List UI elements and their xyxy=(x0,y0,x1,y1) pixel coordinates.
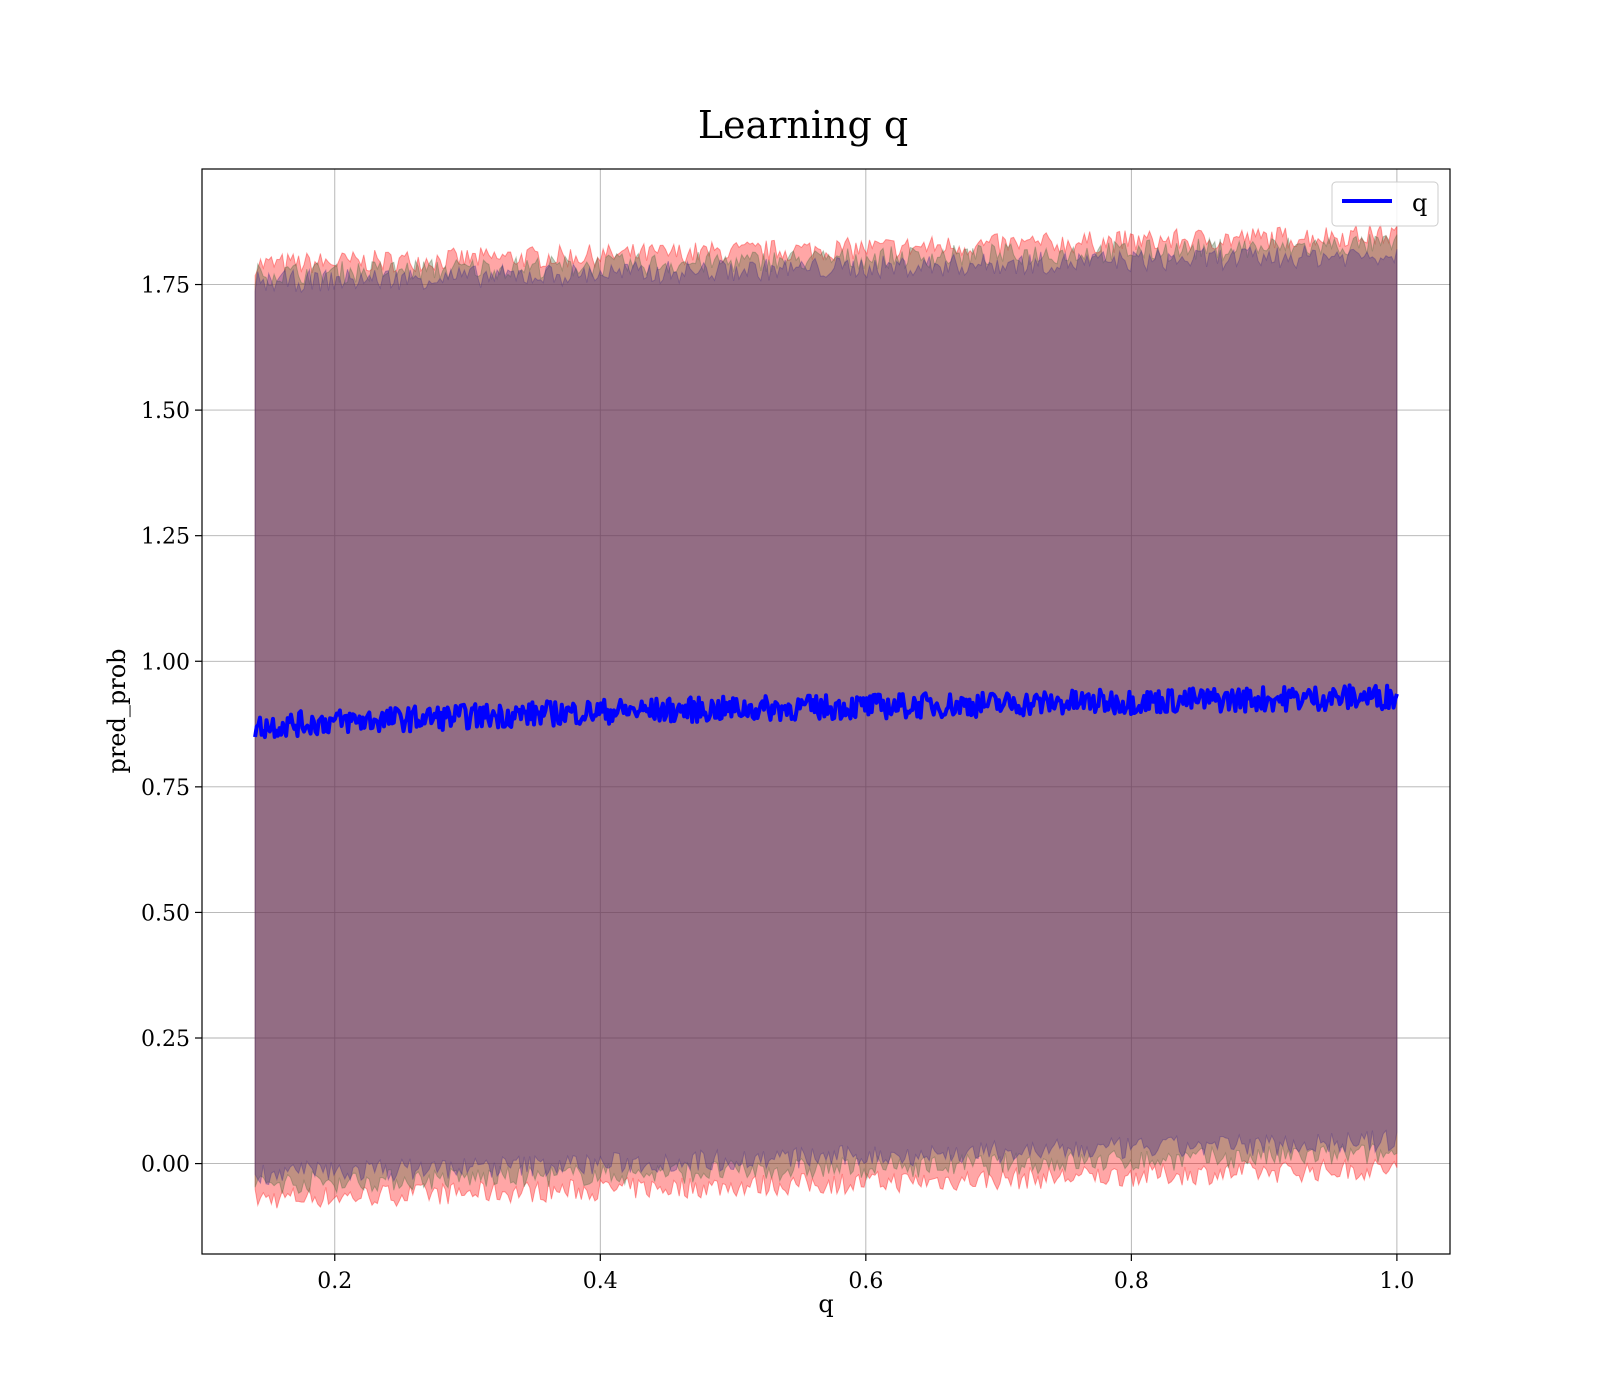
y-tick-label: 0.25 xyxy=(141,1027,190,1052)
y-tick-label: 1.75 xyxy=(141,274,190,299)
legend: q xyxy=(1331,181,1439,227)
y-tick-label: 0.75 xyxy=(141,776,190,801)
legend-frame xyxy=(1331,181,1439,227)
x-axis-label: q xyxy=(818,1290,833,1318)
y-tick-label: 1.50 xyxy=(141,399,190,424)
x-tick-label: 0.8 xyxy=(1114,1269,1149,1294)
plot-area-frame xyxy=(201,168,1451,1255)
y-tick-label: 0.00 xyxy=(141,1153,190,1178)
legend-label-q: q xyxy=(1412,189,1427,217)
x-tick-label: 0.6 xyxy=(848,1269,883,1294)
series-lines xyxy=(253,683,1399,740)
y-tick-label: 1.25 xyxy=(141,525,190,550)
y-tick-label: 0.50 xyxy=(141,901,190,926)
axis-ticks: 0.2 0.4 0.6 0.8 1.0 0.00 0.25 0.50 0.75 1.00 1.25 1… xyxy=(141,274,1414,1294)
y-axis-label: pred_prob xyxy=(103,648,131,773)
x-tick-label: 0.4 xyxy=(583,1269,618,1294)
y-tick-label: 1.00 xyxy=(141,650,190,675)
chart-title: Learning q xyxy=(698,103,908,147)
x-tick-label: 1.0 xyxy=(1379,1269,1414,1294)
x-tick-label: 0.2 xyxy=(317,1269,352,1294)
series-line-q xyxy=(253,683,1399,740)
